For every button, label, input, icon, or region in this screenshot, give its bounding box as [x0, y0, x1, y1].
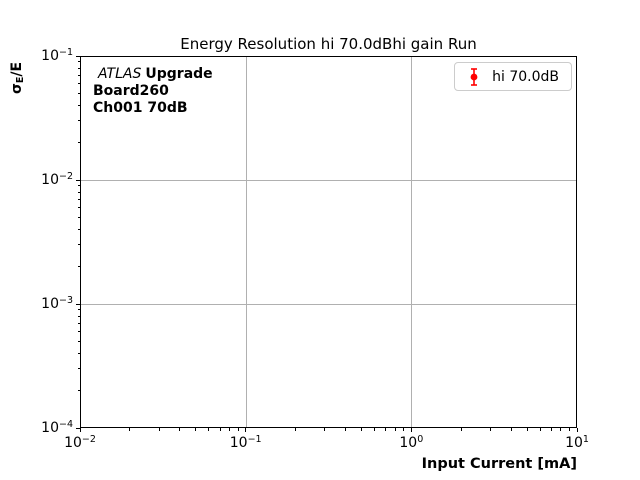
x-tick-label: 101 [565, 434, 589, 451]
y-minor-tick [77, 198, 80, 200]
y-minor-tick [77, 120, 80, 122]
y-tick-label: 10−1 [41, 47, 73, 64]
x-minor-tick [344, 428, 346, 431]
x-minor-tick [158, 428, 160, 431]
y-axis-label-suffix: /E [9, 61, 25, 77]
x-minor-tick [560, 428, 562, 431]
annotation-line-3: Ch001 70dB [93, 100, 188, 116]
x-minor-tick [195, 428, 197, 431]
x-minor-tick [403, 428, 405, 431]
y-minor-tick [77, 244, 80, 246]
legend: hi 70.0dB [454, 62, 572, 91]
y-minor-tick [77, 83, 80, 84]
chart-title: Energy Resolution hi 70.0dBhi gain Run [180, 35, 477, 53]
x-minor-tick [208, 428, 210, 431]
y-minor-tick [77, 142, 80, 144]
x-minor-tick [460, 428, 462, 431]
annotation-brand-italic: ATLAS [98, 66, 142, 82]
y-minor-tick [77, 322, 80, 324]
x-minor-tick [360, 428, 362, 431]
y-minor-tick [77, 74, 80, 76]
x-minor-tick [324, 428, 326, 431]
x-minor-tick [526, 428, 528, 431]
y-minor-tick [77, 191, 80, 193]
x-minor-tick [229, 428, 231, 431]
x-major-tick [576, 428, 578, 432]
y-minor-tick [77, 266, 80, 268]
x-minor-tick [510, 428, 512, 431]
x-minor-tick [550, 428, 552, 431]
y-major-tick [76, 427, 80, 429]
x-minor-tick [129, 428, 131, 431]
x-minor-tick [489, 428, 491, 431]
y-tick-label: 10−3 [41, 295, 73, 312]
y-minor-tick [77, 185, 80, 187]
x-tick-label: 100 [399, 434, 424, 451]
x-minor-tick [219, 428, 221, 431]
grid-line-horizontal [81, 304, 576, 305]
x-minor-tick [394, 428, 396, 431]
y-minor-tick [77, 352, 80, 354]
y-axis-label-symbol: σ [9, 83, 25, 94]
y-minor-tick [77, 309, 80, 311]
grid-line-horizontal [81, 180, 576, 181]
annotation-block: ATLAS Upgrade Board260 Ch001 70dB [93, 66, 213, 117]
annotation-line-1-bold: Upgrade [145, 66, 213, 82]
y-minor-tick [77, 61, 80, 63]
y-axis-label: σE/E [9, 61, 26, 94]
x-minor-tick [295, 428, 297, 431]
x-tick-label: 10−2 [64, 434, 96, 451]
annotation-line-1: ATLAS Upgrade [93, 66, 213, 83]
plot-area: ATLAS Upgrade Board260 Ch001 70dB hi 70.0… [80, 56, 577, 428]
x-major-tick [410, 428, 412, 432]
y-minor-tick [77, 216, 80, 218]
y-minor-tick [77, 228, 80, 230]
grid-line-vertical [411, 57, 413, 427]
y-minor-tick [77, 331, 80, 332]
x-minor-tick [385, 428, 387, 431]
x-minor-tick [568, 428, 570, 431]
annotation-line-2: Board260 [93, 83, 169, 99]
grid-line-vertical [245, 57, 247, 427]
y-axis-label-subscript: E [15, 76, 26, 84]
y-minor-tick [77, 368, 80, 370]
y-tick-label: 10−4 [41, 419, 73, 436]
x-minor-tick [237, 428, 239, 431]
x-minor-tick [179, 428, 181, 431]
x-minor-tick [374, 428, 376, 431]
y-minor-tick [77, 207, 80, 208]
y-minor-tick [77, 340, 80, 342]
x-tick-label: 10−1 [229, 434, 262, 451]
y-minor-tick [77, 67, 80, 69]
y-minor-tick [77, 104, 80, 106]
y-minor-tick [77, 92, 80, 94]
y-minor-tick [77, 315, 80, 317]
x-axis-label: Input Current [mA] [421, 456, 577, 472]
legend-entry-label: hi 70.0dB [492, 68, 559, 85]
x-major-tick [245, 428, 247, 432]
x-minor-tick [539, 428, 541, 431]
y-minor-tick [77, 390, 80, 392]
x-major-tick [79, 428, 81, 432]
y-major-tick [76, 55, 80, 57]
y-tick-label: 10−2 [41, 171, 73, 188]
y-major-tick [76, 179, 80, 181]
y-major-tick [76, 303, 80, 305]
errorbar-marker-icon [470, 67, 478, 86]
